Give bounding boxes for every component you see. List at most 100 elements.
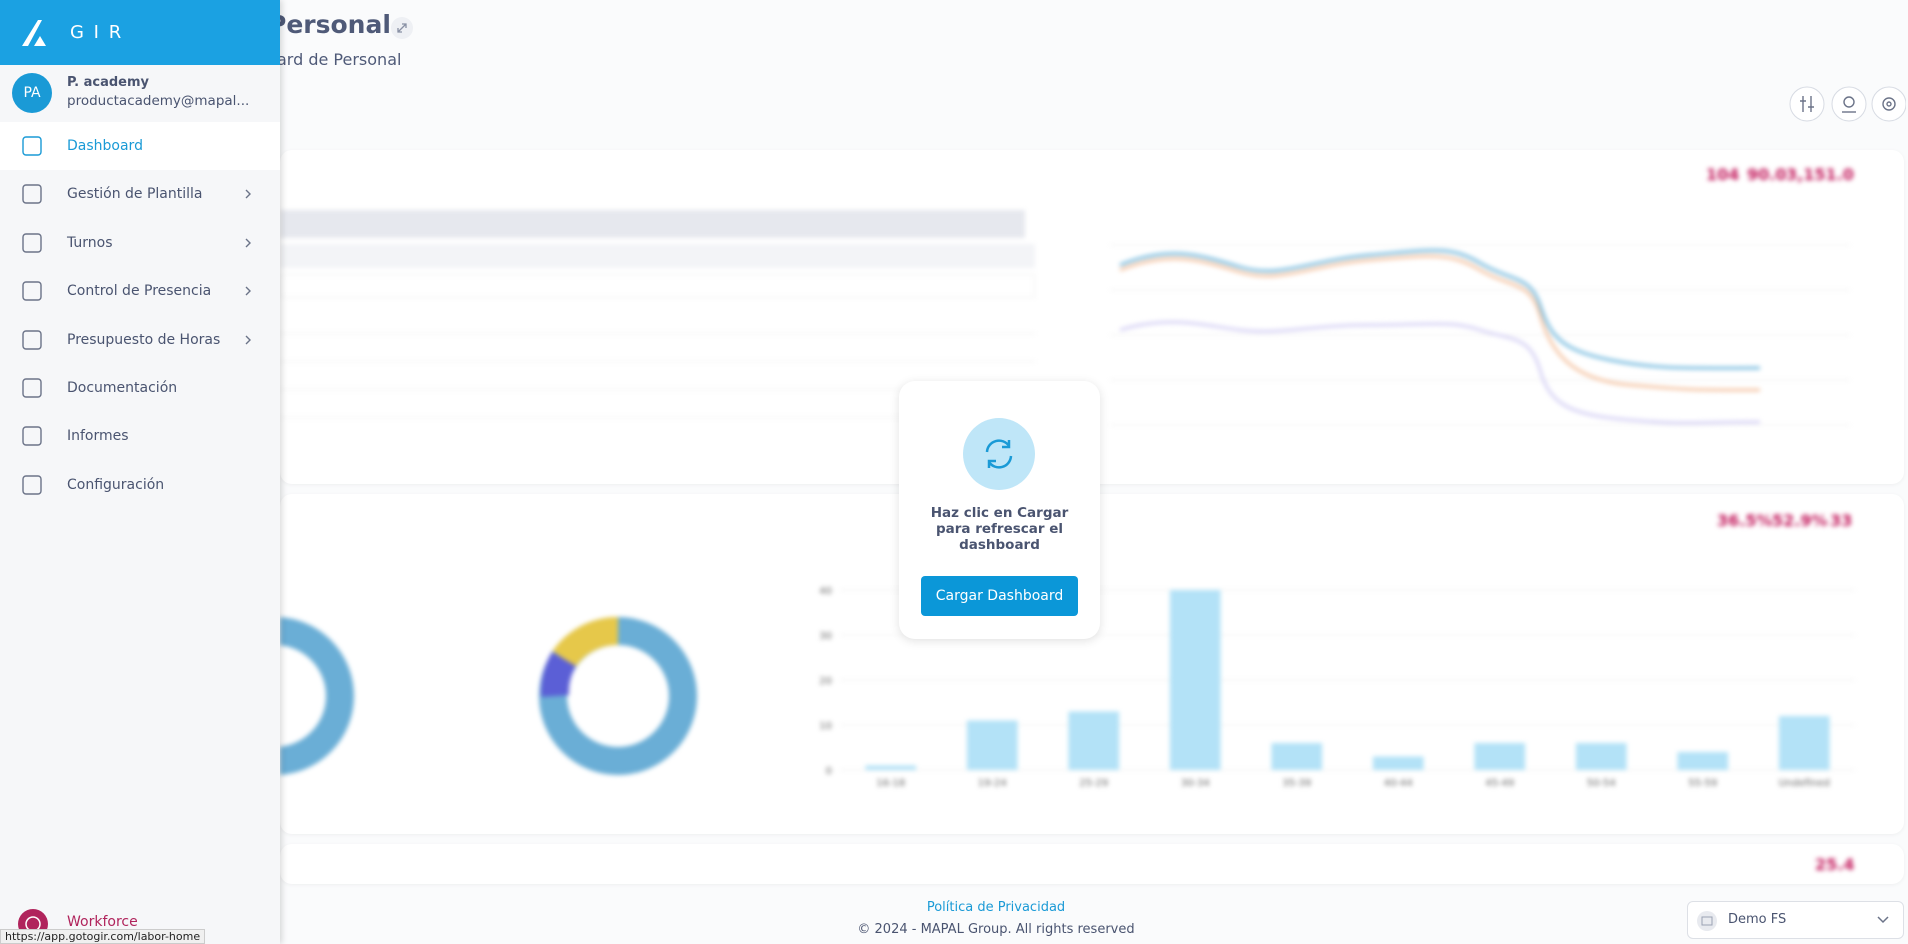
bar: [1778, 716, 1830, 770]
kpi: 3,151.0: [1786, 165, 1854, 184]
icon-shape: [22, 136, 42, 156]
staff-card: [280, 150, 1904, 484]
icon-shape: [22, 378, 42, 398]
location-button[interactable]: [1831, 86, 1867, 122]
chevron: [1877, 916, 1889, 924]
menu-label: Turnos: [67, 234, 113, 251]
settings-button[interactable]: [1871, 86, 1906, 122]
donut-charts: [280, 616, 697, 775]
menu-item[interactable]: Turnos: [0, 219, 280, 267]
y-tick-label: 0: [826, 766, 832, 777]
avatar: PA: [12, 73, 52, 113]
bar: [1169, 590, 1221, 770]
menu-icon: [22, 184, 42, 205]
expand-icon[interactable]: [390, 16, 414, 40]
bar: [1575, 743, 1627, 770]
site-name: Demo FS: [1728, 912, 1787, 927]
menu-icon: [22, 475, 42, 495]
sidebar: G I R PA P. academy productacademy@mapal…: [0, 0, 280, 944]
icon-shape: [22, 475, 42, 495]
copyright: © 2024 - MAPAL Group. All rights reserve…: [857, 922, 1135, 937]
filter-button[interactable]: [1789, 86, 1825, 122]
arrow: [245, 286, 251, 296]
user-email: productacademy@mapal...: [67, 93, 250, 109]
bar: [966, 720, 1018, 770]
sidebar-header: G I R: [0, 0, 280, 65]
bar: [865, 765, 917, 770]
menu-icon: [22, 233, 42, 253]
submenu-arrow: [245, 238, 251, 248]
x-tick-label: 25-29: [1079, 778, 1108, 789]
bar: [1068, 711, 1120, 770]
arrow: [245, 335, 251, 345]
icon-shape: [22, 233, 42, 253]
kpi: 36.5%: [1717, 511, 1773, 530]
x-tick-label: 55-59: [1688, 778, 1717, 789]
menu-item[interactable]: Control de Presencia: [0, 267, 280, 315]
icon-shape: [22, 426, 42, 447]
x-tick-label: 40-44: [1384, 778, 1413, 789]
page-title: Personal: [268, 10, 391, 39]
y-tick-label: 20: [819, 676, 832, 687]
icon-shape: [22, 184, 42, 205]
page-subtitle: ard de Personal: [277, 50, 402, 69]
submenu-arrow: [245, 189, 251, 199]
icon-shape: [22, 281, 42, 301]
menu-item[interactable]: Presupuesto de Horas: [0, 316, 280, 364]
x-tick-label: 50-54: [1587, 778, 1616, 789]
user-name: P. academy: [67, 75, 149, 90]
x-tick-label: 35-39: [1282, 778, 1311, 789]
bar: [1372, 756, 1424, 770]
menu-icon: [22, 329, 42, 350]
menu-item[interactable]: Dashboard: [0, 122, 280, 170]
menu-label: Control de Presencia: [67, 283, 212, 300]
tenure-card: [280, 844, 1904, 884]
product-name: Workforce: [67, 914, 138, 930]
x-tick-label: 30-34: [1181, 778, 1210, 789]
modal-message: Haz clic en Cargar para refrescar el das…: [930, 505, 1069, 553]
site-selector[interactable]: Demo FS: [1687, 901, 1904, 939]
icon-shape: [22, 329, 42, 350]
menu-label: Dashboard: [67, 138, 143, 154]
bar: [1677, 752, 1729, 770]
kpi: 25.4: [1815, 855, 1855, 874]
menu-item[interactable]: Documentación: [0, 364, 280, 412]
menu-label: Documentación: [67, 380, 178, 396]
status-url: https://app.gotogir.com/labor-home: [0, 929, 206, 944]
site-icon: [1697, 911, 1717, 931]
kpi: 104: [1706, 165, 1740, 184]
x-tick-label: 16-18: [876, 778, 905, 789]
x-tick-label: 19-24: [978, 778, 1007, 789]
menu-item[interactable]: Gestión de Plantilla: [0, 170, 280, 218]
menu-label: Gestión de Plantilla: [67, 186, 203, 203]
staff-evolution-chart: [1110, 244, 1850, 426]
toolbar: [1789, 86, 1906, 122]
bar: [1271, 743, 1323, 770]
y-tick-label: 40: [819, 586, 832, 597]
refresh-icon: [963, 418, 1035, 490]
menu-label: Informes: [67, 428, 129, 445]
staff-table: [280, 210, 1035, 418]
kpi: 33: [1830, 511, 1853, 530]
bar: [1474, 743, 1526, 770]
menu-icon: [22, 426, 42, 447]
menu-label: Configuración: [67, 476, 165, 493]
y-tick-label: 30: [819, 631, 832, 642]
kpi: 52.9%: [1772, 511, 1828, 530]
x-tick-label: Undefined: [1779, 778, 1830, 789]
privacy-link[interactable]: Política de Privacidad: [926, 900, 1066, 915]
menu-icon: [22, 136, 42, 156]
load-dashboard-button[interactable]: Cargar Dashboard: [921, 576, 1078, 616]
y-tick-label: 10: [819, 721, 832, 732]
arrow: [245, 238, 251, 248]
menu-item[interactable]: Configuración: [0, 461, 280, 509]
submenu-arrow: [245, 286, 251, 296]
menu-label: Presupuesto de Horas: [67, 331, 221, 348]
submenu-arrow: [245, 335, 251, 345]
menu-icon: [22, 281, 42, 301]
x-tick-label: 45-49: [1485, 778, 1514, 789]
menu-icon: [22, 378, 42, 398]
menu-item[interactable]: Informes: [0, 412, 280, 460]
arrow: [245, 189, 251, 199]
